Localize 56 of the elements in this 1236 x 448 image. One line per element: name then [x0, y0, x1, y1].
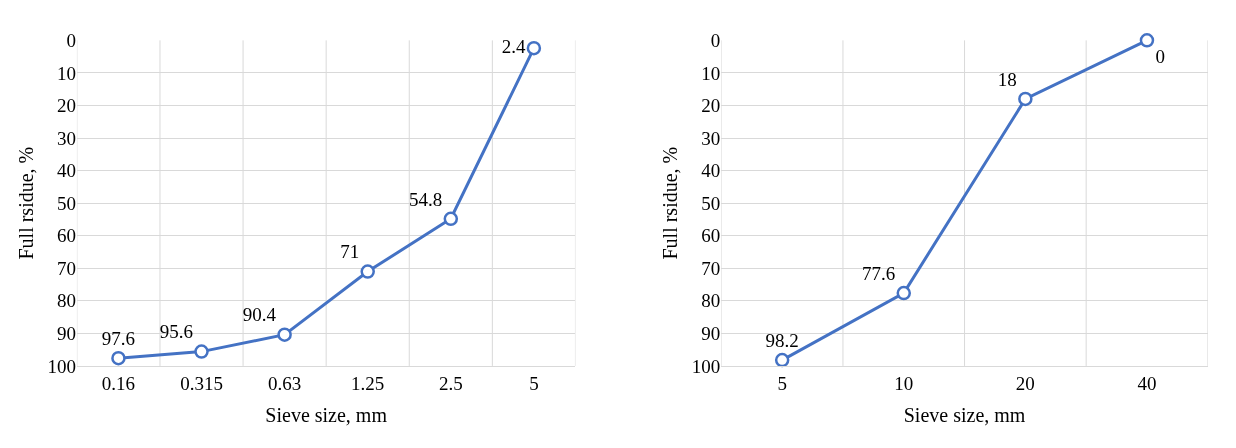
data-label: 18 [997, 68, 1017, 90]
y-tick-label: 70 [701, 257, 721, 279]
y-tick-label: 90 [56, 323, 76, 345]
x-tick-label: 40 [1137, 372, 1157, 394]
point [896, 285, 912, 301]
data-label: 90.4 [242, 304, 277, 326]
y-tick-label: 70 [56, 257, 76, 279]
point [443, 211, 459, 227]
y-tick-label: 30 [56, 127, 76, 149]
data-label: 71 [340, 241, 360, 263]
data-label: 54.8 [409, 188, 443, 210]
x-tick-label: 1.25 [351, 372, 385, 394]
data-label: 95.6 [159, 321, 194, 343]
y-tick-label: 10 [56, 62, 76, 84]
x-tick-label: 0.16 [101, 372, 136, 394]
data-label: 0 [1155, 46, 1165, 68]
data-label: 77.6 [862, 262, 896, 284]
y-tick-label: 100 [47, 355, 76, 377]
x-tick-label: 5 [777, 372, 787, 394]
x-tick-label: 5 [529, 372, 539, 394]
y-tick-label: 60 [701, 225, 721, 247]
x-tick-label: 0.63 [267, 372, 302, 394]
x-axis-title: Sieve size, mm [903, 404, 1026, 427]
y-tick-label: 40 [701, 160, 721, 182]
data-label: 2.4 [501, 35, 526, 57]
y-tick-label: 50 [701, 192, 721, 214]
point [277, 327, 292, 342]
y-tick-label: 30 [701, 127, 721, 149]
y-axis-title: Full rsidue, % [659, 146, 682, 260]
y-tick-label: 50 [56, 192, 76, 214]
y-tick-label: 10 [701, 62, 721, 84]
point [774, 352, 790, 368]
point [111, 350, 126, 366]
y-axis-title: Full rsidue, % [14, 146, 37, 260]
y-tick-label: 0 [710, 30, 721, 51]
y-tick-label: 0 [66, 30, 76, 51]
x-tick-label: 0.315 [180, 372, 223, 394]
x-axis-title: Sieve size, mm [265, 404, 388, 427]
x-tick-label: 2.5 [438, 372, 463, 394]
y-tick-label: 80 [701, 290, 721, 312]
y-tick-label: 20 [56, 95, 76, 117]
y-tick-label: 80 [56, 290, 76, 312]
x-tick-label: 10 [894, 372, 914, 394]
point [360, 264, 375, 279]
data-label: 98.2 [765, 329, 799, 351]
y-tick-label: 20 [701, 95, 721, 117]
point [1139, 33, 1155, 48]
y-tick-label: 40 [56, 160, 76, 182]
y-tick-label: 90 [701, 323, 721, 345]
y-tick-label: 100 [691, 355, 721, 377]
x-tick-label: 20 [1015, 372, 1035, 394]
point [194, 344, 209, 359]
point [526, 40, 542, 56]
y-tick-label: 60 [56, 225, 76, 247]
point [1018, 91, 1033, 107]
data-label: 97.6 [101, 327, 136, 349]
